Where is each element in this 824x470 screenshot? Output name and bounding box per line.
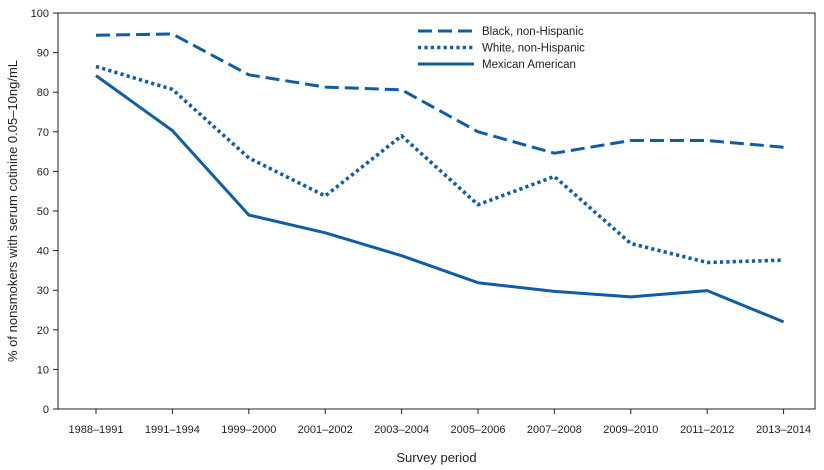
x-tick-label: 2011–2012 <box>680 424 734 436</box>
x-tick-label: 1999–2000 <box>221 424 276 436</box>
x-tick-label: 1991–1994 <box>145 424 200 436</box>
y-axis-title: % of nonsmokers with serum cotinine 0.05… <box>5 60 20 362</box>
y-tick-label: 90 <box>37 48 49 60</box>
y-tick-label: 100 <box>31 8 49 20</box>
x-axis-title: Survey period <box>396 450 476 465</box>
x-tick-label: 2005–2006 <box>450 424 505 436</box>
legend-label: Black, non-Hispanic <box>482 26 584 38</box>
x-tick-label: 2013–2014 <box>756 424 811 436</box>
y-tick-label: 80 <box>37 87 49 99</box>
series-line-black-non-hispanic <box>95 32 784 155</box>
y-axis-ticks: 0 10 20 30 40 50 60 70 80 90 100 <box>31 8 58 416</box>
series-group <box>95 32 785 324</box>
y-tick-label: 30 <box>37 285 49 297</box>
x-tick-label: 2009–2010 <box>603 424 658 436</box>
y-tick-label: 40 <box>37 246 49 258</box>
x-axis-ticks: 1988–1991 1991–1994 1999–2000 2001–2002 2003… <box>68 409 811 436</box>
series-line-white-non-hispanic <box>95 64 784 265</box>
x-tick-label: 2003–2004 <box>374 424 429 436</box>
x-tick-label: 2007–2008 <box>527 424 582 436</box>
y-tick-label: 50 <box>37 206 49 218</box>
y-tick-label: 20 <box>37 325 49 337</box>
y-tick-label: 10 <box>37 364 49 376</box>
series-line-mexican-american <box>95 74 785 324</box>
y-tick-label: 0 <box>43 404 49 416</box>
legend: Black, non-Hispanic White, non-Hispanic Me… <box>418 26 585 71</box>
x-tick-label: 2001–2002 <box>298 424 353 436</box>
y-tick-label: 70 <box>37 127 49 139</box>
legend-label: Mexican American <box>482 59 576 71</box>
x-tick-label: 1988–1991 <box>68 424 123 436</box>
plot-frame <box>57 12 816 410</box>
axes <box>57 12 816 410</box>
y-tick-label: 60 <box>37 166 49 178</box>
legend-label: White, non-Hispanic <box>482 43 585 55</box>
